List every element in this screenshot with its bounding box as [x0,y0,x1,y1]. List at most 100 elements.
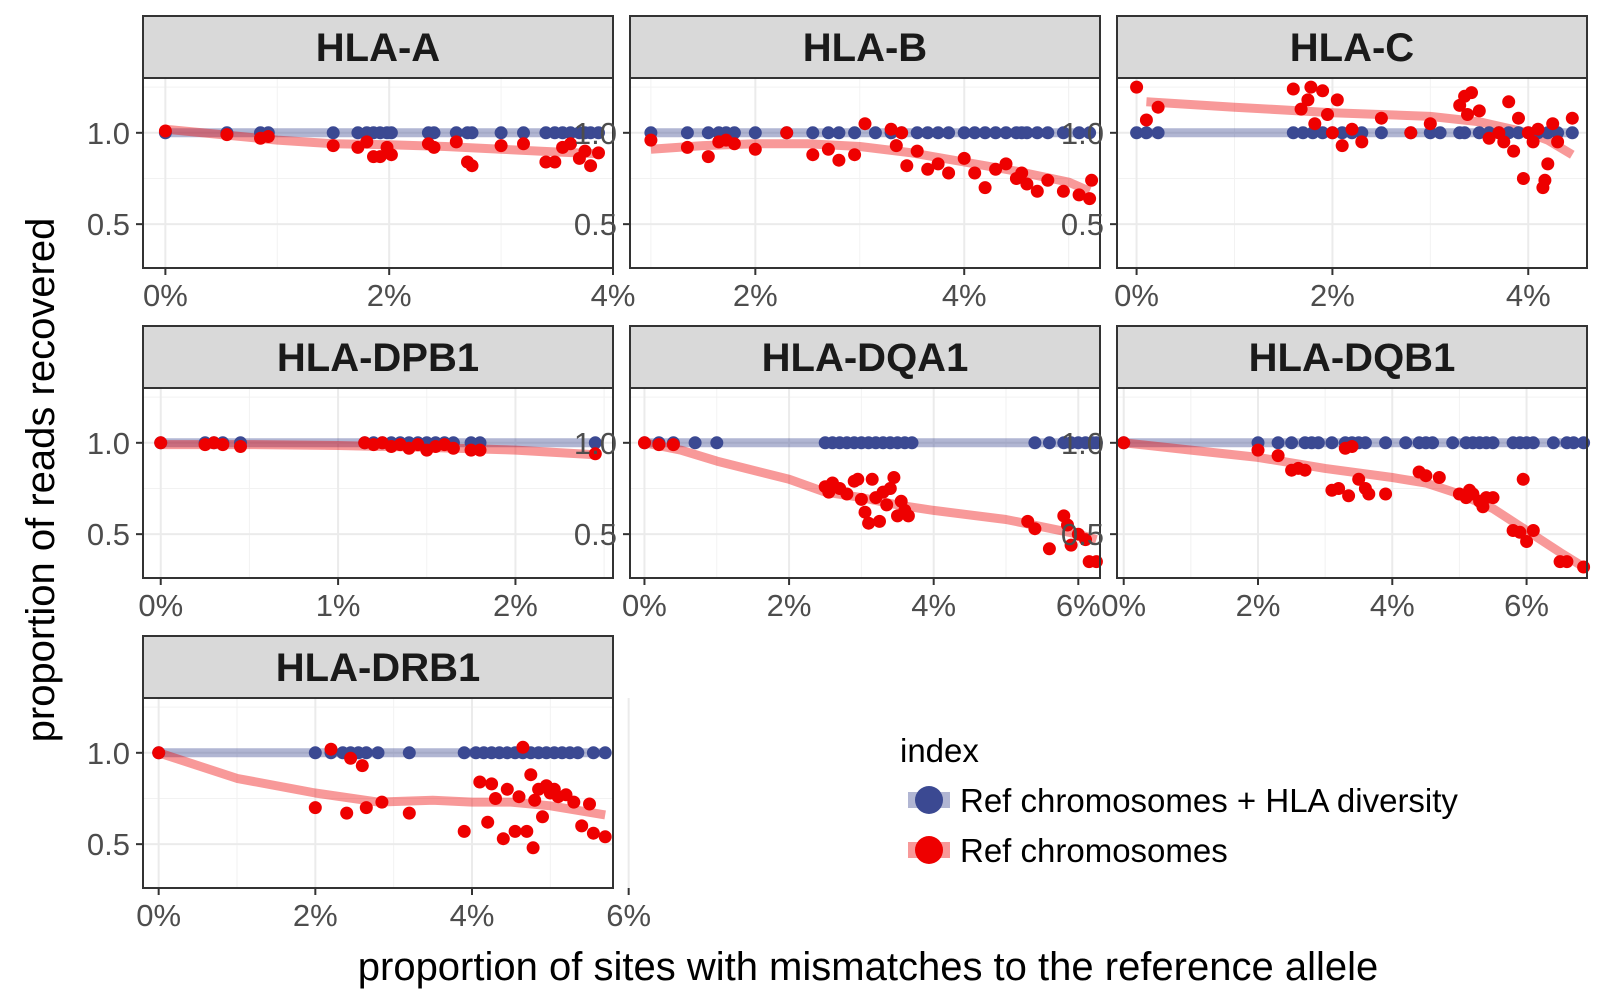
point-ref-chromosomes [880,498,894,512]
strip-hla-dpb1 [142,325,614,389]
point-ref-chromosomes [895,126,909,140]
point-ref-chromosomes [1335,139,1349,153]
plot-area-hla-dqb1 [1117,388,1587,578]
point-ref-chromosomes [586,826,600,840]
point-ref-chromosomes [1072,188,1086,202]
y-tick-label: 1.0 [1061,116,1104,151]
point-hla-diversity [1296,126,1310,140]
point-hla-diversity [1355,126,1369,140]
point-hla-diversity [586,746,600,760]
point-ref-chromosomes [1294,102,1308,116]
point-ref-chromosomes [216,438,230,452]
strip-hla-b [629,15,1101,79]
point-ref-chromosomes [1030,184,1044,198]
point-ref-chromosomes [942,166,956,180]
point-ref-chromosomes [1056,184,1070,198]
point-hla-diversity [1426,436,1440,450]
panel-border-hla-dqb1 [1116,387,1588,579]
point-ref-chromosomes [1531,122,1545,136]
point-ref-chromosomes [567,795,581,809]
point-hla-diversity [1083,126,1097,140]
point-ref-chromosomes [1041,173,1055,187]
point-hla-diversity [1546,436,1560,450]
point-ref-chromosomes [727,137,741,151]
x-tick-label: 4% [942,278,987,313]
point-ref-chromosomes [1404,126,1418,140]
point-hla-diversity [806,126,820,140]
panel-hla-dqb1: HLA-DQB1 0.5 1.0 0% 2% 4% 6% [1061,325,1591,623]
point-hla-diversity [308,746,322,760]
point-ref-chromosomes [1352,472,1366,486]
point-ref-chromosomes [1551,135,1565,149]
x-tick-label: 2% [767,588,812,623]
point-ref-chromosomes [1520,535,1534,548]
point-ref-chromosomes [1085,173,1099,187]
point-ref-chromosomes [999,157,1013,171]
point-ref-chromosomes [851,472,865,486]
point-hla-diversity [1130,126,1144,140]
point-ref-chromosomes [900,159,914,173]
legend-key-point [915,786,943,814]
point-ref-chromosomes [1308,117,1322,131]
panel-hla-a: HLA-A 0.5 1.0 0% 2% 4% [87,15,635,313]
point-hla-diversity [1358,436,1372,450]
point-ref-chromosomes [1286,82,1300,96]
legend-entry-ref-chromosomes-hla-diversity: Ref chromosomes + HLA diversity [908,782,1458,819]
strip-label-hla-dqa1: HLA-DQA1 [762,336,969,380]
point-hla-diversity [832,126,846,140]
point-ref-chromosomes [968,166,982,180]
y-tick-label: 0.5 [1061,517,1104,552]
panel-hla-drb1: HLA-DRB1 0.5 1.0 0% 2% 4% 6% [87,635,651,933]
point-hla-diversity [848,126,862,140]
panel-border-hla-dqa1 [629,387,1101,579]
point-ref-chromosomes [862,516,876,530]
plot-area-hla-a [143,78,613,268]
point-ref-chromosomes [644,133,658,147]
point-ref-chromosomes [359,801,373,815]
point-hla-diversity [688,436,702,450]
point-hla-diversity [1577,436,1591,450]
point-hla-diversity [1374,126,1388,140]
point-hla-diversity [1072,126,1086,140]
point-hla-diversity [1271,436,1285,450]
point-ref-chromosomes [449,135,463,149]
point-hla-diversity [517,126,530,140]
strip-label-hla-a: HLA-A [316,26,440,70]
point-ref-chromosomes [220,128,234,142]
point-ref-chromosomes [638,436,651,450]
legend-entries: Ref chromosomes + HLA diversity Ref chrom… [908,782,1458,869]
point-ref-chromosomes [464,443,478,457]
point-hla-diversity [384,126,398,140]
point-ref-chromosomes [1151,100,1165,114]
point-ref-chromosomes [854,492,868,506]
panel-border-hla-dpb1 [142,387,614,579]
point-ref-chromosomes [473,443,487,457]
strip-hla-c [1116,15,1588,79]
plot-area-hla-dqa1 [630,388,1100,578]
point-ref-chromosomes [1541,157,1555,171]
point-hla-diversity [1512,126,1525,140]
smooth-line-ref-chromosomes [1146,97,1575,159]
point-ref-chromosomes [883,482,897,495]
point-hla-diversity [351,126,365,140]
point-ref-chromosomes [524,768,538,782]
point-ref-chromosomes [324,742,338,756]
point-ref-chromosomes [494,139,508,153]
point-hla-diversity [868,126,882,140]
point-ref-chromosomes [1516,472,1530,486]
point-ref-chromosomes [539,155,553,169]
x-tick-label: 2% [1310,278,1355,313]
point-ref-chromosomes [588,447,602,461]
point-ref-chromosomes [1432,471,1446,484]
y-tick-label: 0.5 [574,207,617,242]
point-ref-chromosomes [1560,555,1574,569]
x-tick-label: 4% [1370,588,1415,623]
point-ref-chromosomes [592,146,605,160]
x-tick-label: 0% [1101,588,1146,623]
point-ref-chromosomes [375,795,389,809]
point-hla-diversity [905,436,919,450]
x-tick-label: 4% [911,588,956,623]
plot-area-hla-c [1117,78,1587,268]
point-ref-chromosomes [261,130,275,143]
x-tick-label: 1% [316,588,361,623]
